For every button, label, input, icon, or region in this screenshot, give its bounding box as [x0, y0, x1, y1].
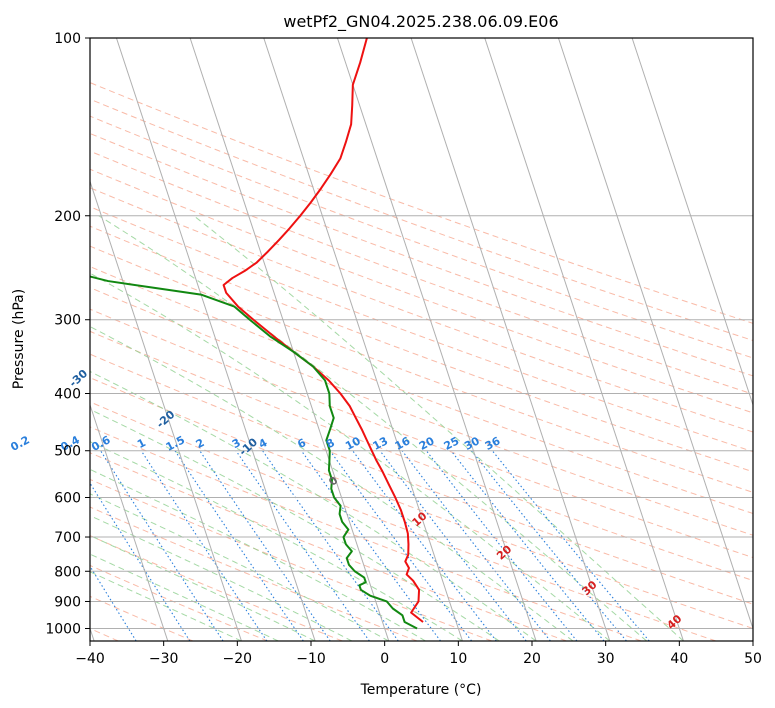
moist-adiabat-line: [98, 215, 647, 641]
y-tick-label: 100: [54, 31, 81, 47]
dry-adiabat-line: [90, 245, 753, 493]
dry-adiabat-line: [90, 353, 753, 605]
mixing-ratio-line: [90, 482, 191, 641]
isotherm-line: [336, 38, 537, 641]
mixing-ratio-line: [174, 450, 304, 641]
y-axis-title: Pressure (hPa): [11, 289, 27, 389]
x-tick-label: −20: [223, 651, 253, 667]
moist-adiabat-line: [90, 370, 537, 641]
isoline-labels: 0.10.20.40.611.52346810131620253036-100-…: [0, 324, 685, 632]
isotherm-line: [557, 38, 753, 631]
isotherm-line: [410, 38, 611, 641]
y-tick-label: 700: [54, 530, 81, 546]
isotherm-line: [90, 179, 242, 641]
x-tick-label: 10: [449, 651, 467, 667]
x-tick-label: −40: [75, 651, 105, 667]
dry-adiabat-line: [90, 287, 753, 536]
mixing-ratio-label: 10: [343, 434, 363, 453]
dry-adiabat-line: [90, 266, 753, 515]
mixing-ratio-label: 16: [393, 434, 413, 453]
mixing-ratio-line: [352, 450, 497, 641]
dry-adiabat-line: [90, 478, 492, 641]
chart-title: wetPf2_GN04.2025.238.06.09.E06: [283, 12, 558, 32]
x-tick-label: 20: [523, 651, 541, 667]
temperature-profile-line: [222, 38, 424, 623]
moist-adiabat-line: [90, 468, 426, 641]
dry-adiabat-line: [90, 150, 753, 395]
dry-adiabat-line: [90, 132, 753, 377]
dry-adiabat-line: [90, 330, 753, 582]
moist-adiabat-line: [90, 408, 500, 641]
dry-adiabat-line: [90, 98, 753, 342]
x-tick-label: 30: [597, 651, 615, 667]
mixing-ratio-line: [300, 450, 441, 641]
dry-adiabat-line: [90, 452, 567, 641]
dry-adiabat-line: [90, 187, 753, 433]
isotherm-line: [90, 403, 169, 641]
dry-adiabat-line: [90, 82, 753, 324]
mixing-ratio-line: [471, 450, 627, 641]
mixing-ratio-line: [100, 450, 224, 641]
mixing-ratio-line: [425, 450, 578, 641]
moist-adiabat-line: [193, 215, 684, 641]
x-tick-label: 50: [744, 651, 762, 667]
dry-adiabat-line: [90, 535, 343, 641]
y-tick-label: 500: [54, 444, 81, 460]
dry-adiabat-line: [90, 426, 642, 641]
background-lines: [90, 82, 753, 641]
dry-adiabat-line: [90, 595, 194, 641]
y-tick-label: 200: [54, 209, 81, 225]
mixing-ratio-line: [450, 450, 605, 641]
isotherm-line: [631, 38, 753, 407]
plot-frame: [89, 37, 754, 642]
dry-adiabat-line: [90, 506, 418, 641]
x-tick-label: −10: [296, 651, 326, 667]
dry-adiabat-line: [90, 377, 753, 630]
pressure-gridlines: [90, 38, 753, 641]
isotherm-line: [189, 38, 390, 641]
moist-adiabat-line: [90, 272, 611, 641]
mixing-ratio-label: 36: [483, 434, 503, 453]
y-tick-label: 400: [54, 387, 81, 403]
x-tick-label: 0: [380, 651, 389, 667]
mixing-ratio-label: 20: [417, 434, 437, 453]
moist-adiabat-line: [90, 441, 463, 641]
y-tick-label: 800: [54, 564, 81, 580]
mixing-ratio-label: 30: [462, 434, 482, 453]
mixing-ratio-line: [329, 450, 473, 641]
isotherm-line: [263, 38, 463, 641]
isotherm-line: [115, 38, 316, 641]
y-tick-label: 900: [54, 594, 81, 610]
y-tick-label: 1000: [45, 621, 81, 637]
sounding-series: [90, 38, 424, 630]
x-axis-title: Temperature (°C): [360, 682, 482, 698]
mixing-ratio-label: 25: [442, 434, 462, 453]
x-tick-label: −30: [149, 651, 179, 667]
isotherm-line: [484, 38, 684, 641]
x-tick-label: 40: [670, 651, 688, 667]
y-tick-label: 300: [54, 313, 81, 329]
mixing-ratio-line: [235, 450, 370, 641]
mixing-ratio-line: [199, 450, 331, 641]
dewpoint-profile-line: [90, 275, 418, 630]
mixing-ratio-line: [140, 450, 268, 641]
y-tick-label: 600: [54, 490, 81, 506]
dry-adiabat-line: [90, 308, 753, 559]
mixing-ratio-label: 13: [371, 434, 391, 453]
moist-adiabat-line: [90, 534, 316, 641]
axes: −40 −30 −20 −10 0 10 20 30 40 50 100 200 300 400 500 60…: [45, 31, 762, 667]
